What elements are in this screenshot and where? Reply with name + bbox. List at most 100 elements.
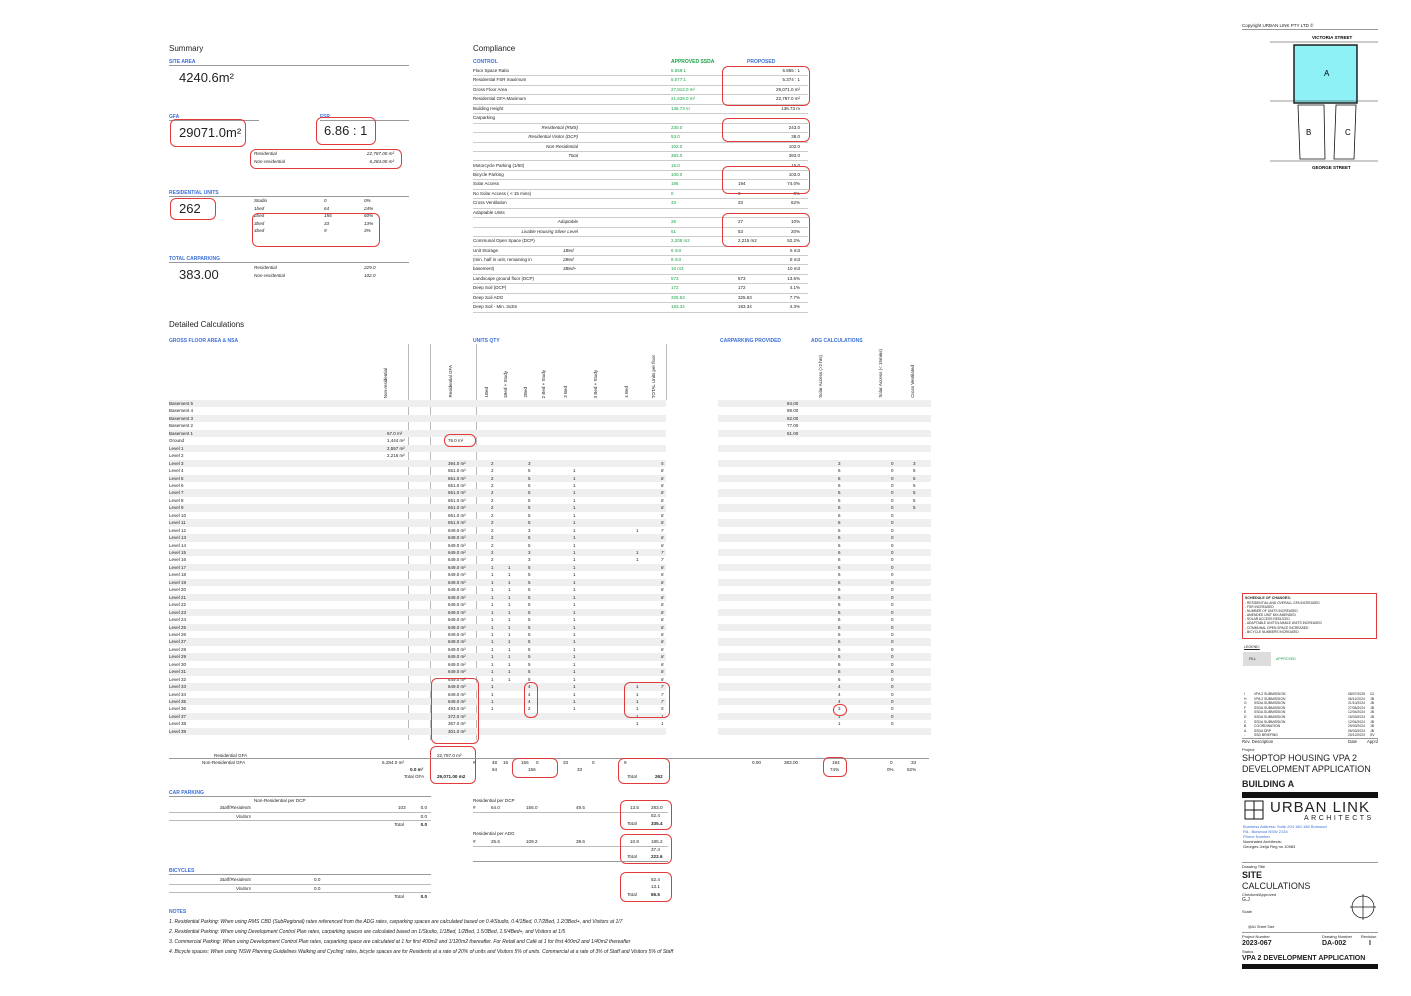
level-row: Level 8 651.0 m² 2 5 1 8 6 0 5	[169, 497, 931, 504]
level-unit-count: 1	[491, 646, 494, 652]
level-adg: 0	[891, 684, 894, 690]
level-gfa: 76.0 m²	[448, 438, 464, 444]
tb-rule-2	[1242, 862, 1378, 863]
compliance-control: Unit Storage	[473, 247, 499, 253]
bicycles-total-value: 65.5	[651, 892, 660, 897]
level-gfa: 649.0 m²	[448, 669, 466, 675]
level-unit-count: 1	[491, 602, 494, 608]
level-adg: 6	[838, 482, 841, 488]
level-name: Level 8	[169, 497, 184, 503]
compliance-control: Adaptable Units	[473, 209, 505, 215]
level-adg: 0	[891, 535, 894, 541]
level-total-units: 8	[661, 535, 664, 541]
level-total-units: 8	[661, 646, 664, 652]
level-total-units: 8	[661, 631, 664, 637]
compliance-proposed-count: 573	[738, 275, 746, 281]
level-unit-count: 1	[508, 609, 511, 615]
level-row: Level 37 372.0 m² 1 1 1 0	[169, 712, 931, 721]
level-row: Level 39 301.0 m²	[169, 727, 931, 736]
level-adg: 6	[838, 579, 841, 585]
level-unit-count: 1	[573, 542, 576, 548]
level-adg: 0	[891, 661, 894, 667]
level-unit-count: 3	[528, 557, 531, 563]
level-row: Ground 1,444 m² 76.0 m²	[169, 437, 931, 444]
level-unit-count: 1	[491, 587, 494, 593]
compliance-control: Residential FSR maximum	[473, 77, 527, 83]
level-adg: 0	[891, 654, 894, 660]
compliance-control: Deep Soil ADG	[473, 294, 504, 300]
level-row: Level 9 651.0 m² 2 5 1 8 6 0 5	[169, 504, 931, 512]
level-unit-count: 1	[636, 684, 639, 690]
compliance-proposed: 10%	[790, 219, 800, 225]
level-adg: 3	[838, 460, 841, 466]
level-name: Ground	[169, 438, 185, 444]
dcp-cloud	[620, 800, 672, 830]
adg-total-value: 222.6	[651, 854, 663, 859]
checked-label: Checked/Approved	[1242, 892, 1277, 897]
level-adg: 6	[838, 550, 841, 555]
revision-letter: F	[1244, 705, 1247, 710]
level-adg: 0	[891, 579, 894, 585]
units-cloud-4bed	[624, 682, 670, 718]
compliance-control: Deep Soil (DCP)	[473, 285, 507, 291]
level-unit-count: 2	[491, 505, 494, 511]
unit-total-cell: 156	[521, 760, 529, 765]
compliance-control: Total	[568, 153, 578, 159]
block-b-label: B	[1306, 128, 1311, 137]
compliance-approved: 102.0	[671, 143, 683, 149]
level-unit-count: 1	[573, 609, 576, 615]
compliance-row: Deep Soil ADG 325.63 325.63 7.7%	[473, 293, 808, 304]
level-name: Level 13	[169, 535, 187, 541]
level-unit-count: 1	[573, 669, 576, 675]
level-unit-count: 1	[508, 579, 511, 585]
detail-col-header: Solar Access (>2 hrs)	[818, 355, 823, 398]
level-row: Level 1 2,557 m²	[169, 444, 931, 453]
compliance-proposed-count: 172	[738, 285, 746, 291]
level-gfa: 649.0 m²	[448, 639, 466, 645]
compliance-proposed: 6.855 : 1	[782, 68, 800, 73]
level-adg: 1	[838, 721, 841, 727]
level-unit-count: 2	[528, 706, 531, 712]
level-carparking: 89.00	[787, 408, 799, 414]
level-unit-count: 1	[573, 550, 576, 555]
level-row: Level 10 651.0 m² 2 5 1 8 6 0	[169, 512, 931, 519]
level-name: Level 25	[169, 624, 187, 630]
level-unit-count: 1	[573, 468, 576, 474]
level-unit-count: 1	[508, 646, 511, 652]
compliance-control: No Solar Access ( < 15 mins)	[473, 190, 532, 196]
revision-desc: SSDA SUBMISSION	[1254, 710, 1286, 715]
level-adg: 0	[891, 639, 894, 645]
level-adg: 0	[891, 713, 894, 719]
level-row: Level 25 649.0 m² 1 1 5 1 8 6 0	[169, 623, 931, 631]
urban-link-logo-icon	[1244, 800, 1264, 820]
revision-date: 27/08/2024	[1348, 705, 1365, 710]
level-gfa: 649.0 m²	[448, 587, 466, 593]
level-unit-count: 1	[491, 564, 494, 570]
level-unit-count: 5	[528, 490, 531, 496]
level-adg: 4	[838, 699, 841, 704]
level-adg: 4	[838, 691, 841, 697]
level-unit-count: 1	[636, 699, 639, 704]
level-gfa: 649.0 m²	[448, 527, 466, 533]
block-c	[1333, 104, 1357, 160]
compliance-control: Solar Access	[473, 181, 500, 187]
level-row: Level 23 649.0 m² 1 1 5 1 8 6 0	[169, 608, 931, 617]
level-total-units: 8	[661, 564, 664, 570]
level-unit-count: 1	[491, 661, 494, 667]
units-value: 262	[179, 201, 201, 216]
nonres-gfa-label: Non-Residential GFA	[202, 760, 246, 765]
level-adg: 5	[913, 475, 916, 481]
compliance-proposed: 103.0	[788, 171, 800, 177]
adg-total-label: Total	[627, 854, 637, 859]
level-unit-count: 2	[491, 557, 494, 563]
unit-total-cell: 9	[624, 760, 627, 765]
revision-date: 29/03/2024	[1348, 724, 1365, 729]
fsr-value: 6.86 : 1	[324, 123, 368, 138]
level-adg: 0	[891, 676, 894, 682]
level-gfa: 649.0 m²	[448, 542, 466, 548]
legend-approved: APPROVED	[1276, 657, 1296, 661]
level-carparking: 82.00	[787, 415, 799, 421]
level-total-units: 8	[661, 579, 664, 585]
level-gfa: 651.0 m²	[448, 468, 466, 474]
unit-total-subcell: 156	[528, 767, 536, 772]
